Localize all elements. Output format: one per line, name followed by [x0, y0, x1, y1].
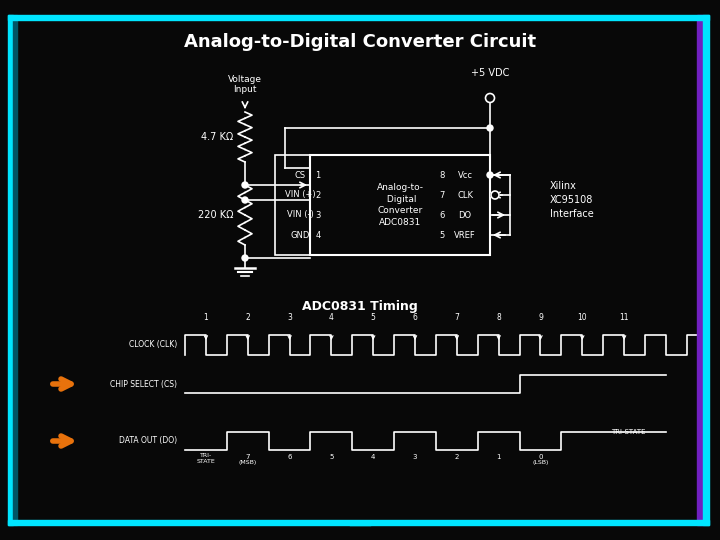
Text: 1: 1: [315, 171, 320, 179]
Bar: [8, 520, 709, 525]
Text: 3: 3: [287, 314, 292, 322]
Text: 6: 6: [287, 454, 292, 460]
Text: (MSB): (MSB): [238, 460, 257, 465]
Text: 4: 4: [371, 454, 375, 460]
Text: 2: 2: [246, 314, 250, 322]
Text: 3: 3: [315, 211, 320, 219]
Text: DATA OUT (DO): DATA OUT (DO): [119, 436, 177, 446]
Text: 2: 2: [454, 454, 459, 460]
Text: CLK: CLK: [457, 191, 473, 199]
Text: Vcc: Vcc: [457, 171, 472, 179]
Text: VIN (+): VIN (+): [284, 191, 315, 199]
Text: 7: 7: [246, 454, 250, 460]
Text: 0: 0: [539, 454, 543, 460]
Text: 6: 6: [439, 211, 445, 219]
Text: 3: 3: [413, 454, 418, 460]
Text: +5 VDC: +5 VDC: [471, 68, 509, 78]
Text: TRI-STATE: TRI-STATE: [611, 429, 646, 435]
Text: CLOCK (CLK): CLOCK (CLK): [129, 341, 177, 349]
Text: 8: 8: [496, 314, 501, 322]
Circle shape: [242, 255, 248, 261]
Bar: [13, 15, 17, 525]
Text: VIN (-): VIN (-): [287, 211, 313, 219]
Text: 4: 4: [329, 314, 334, 322]
Text: 5: 5: [439, 231, 445, 240]
Bar: [275, 155, 490, 255]
Text: 2: 2: [315, 191, 320, 199]
Bar: [703, 15, 709, 525]
Circle shape: [242, 197, 248, 203]
Text: 6: 6: [413, 314, 418, 322]
Circle shape: [487, 125, 493, 131]
Text: 7: 7: [454, 314, 459, 322]
Bar: [697, 15, 703, 525]
Text: CS: CS: [294, 171, 305, 179]
Text: 10: 10: [577, 314, 587, 322]
Text: GND: GND: [290, 231, 310, 240]
Text: 4.7 KΩ: 4.7 KΩ: [201, 132, 233, 142]
Circle shape: [491, 191, 499, 199]
Text: 5: 5: [371, 314, 376, 322]
Text: DO: DO: [459, 211, 472, 219]
Text: Voltage
Input: Voltage Input: [228, 75, 262, 94]
Text: 1: 1: [496, 454, 501, 460]
Text: 220 KΩ: 220 KΩ: [197, 210, 233, 220]
Bar: [8, 15, 709, 20]
Text: 4: 4: [315, 231, 320, 240]
Circle shape: [242, 182, 248, 188]
Text: Xilinx
XC95108
Interface: Xilinx XC95108 Interface: [550, 181, 594, 219]
Text: 9: 9: [538, 314, 543, 322]
Text: TRI-
STATE: TRI- STATE: [197, 453, 215, 464]
Text: VREF: VREF: [454, 231, 476, 240]
Circle shape: [487, 172, 493, 178]
Text: Analog-to-
 Digital
Converter
ADC0831: Analog-to- Digital Converter ADC0831: [377, 183, 423, 227]
Text: 1: 1: [204, 314, 208, 322]
Text: Analog-to-Digital Converter Circuit: Analog-to-Digital Converter Circuit: [184, 33, 536, 51]
Text: 5: 5: [329, 454, 333, 460]
Text: (LSB): (LSB): [532, 460, 549, 465]
Text: CHIP SELECT (CS): CHIP SELECT (CS): [110, 380, 177, 388]
Text: ADC0831 Timing: ADC0831 Timing: [302, 300, 418, 313]
Bar: [310, 155, 490, 255]
Text: 8: 8: [439, 171, 445, 179]
Text: 11: 11: [619, 314, 629, 322]
Bar: [8, 15, 13, 525]
Text: 7: 7: [439, 191, 445, 199]
